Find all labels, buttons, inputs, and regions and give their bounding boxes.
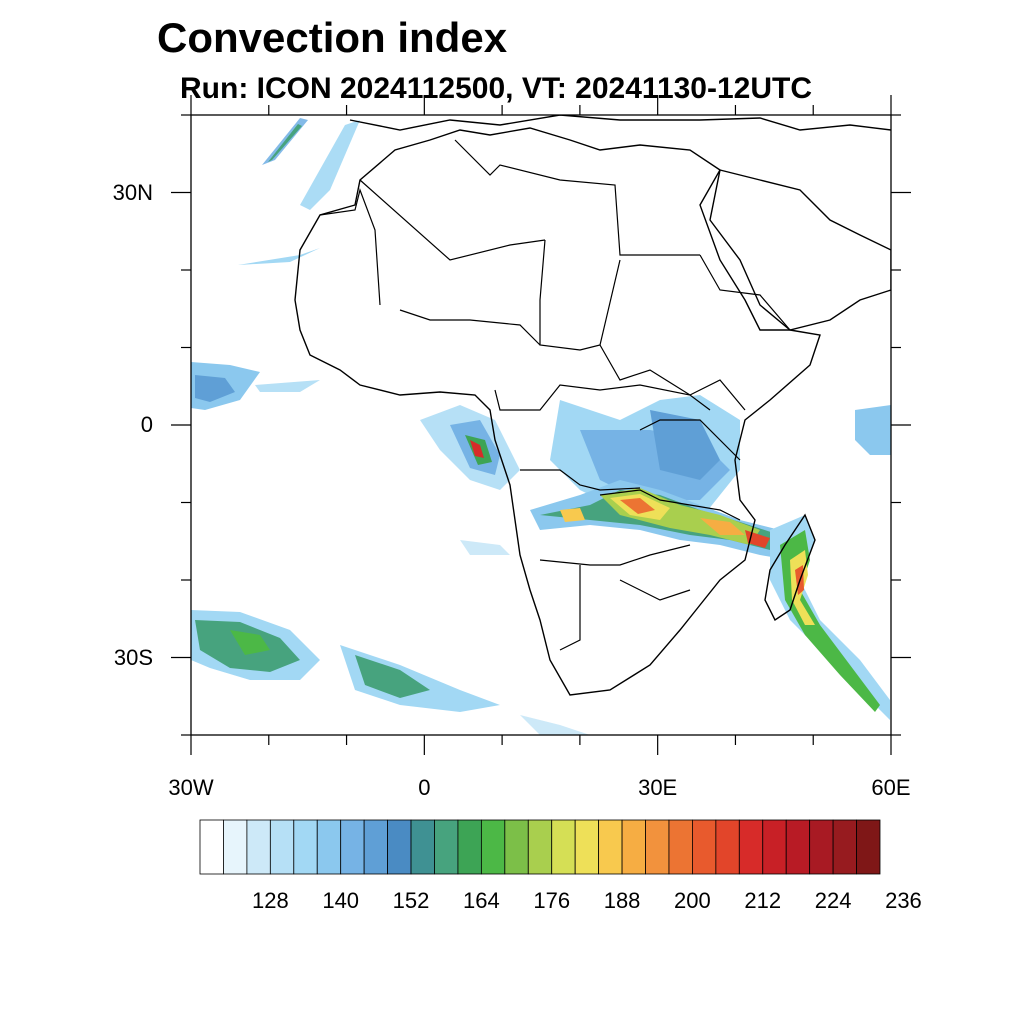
colorbar-swatch xyxy=(340,819,365,875)
colorbar-tick-label: 212 xyxy=(744,888,782,913)
colorbar-swatch xyxy=(621,819,646,875)
colorbar-swatch xyxy=(598,819,623,875)
colorbar-boxes xyxy=(199,819,881,875)
colorbar-tick-label: 176 xyxy=(533,888,571,913)
x-tick-label: 30E xyxy=(638,775,678,800)
colorbar-tick-label: 140 xyxy=(322,888,360,913)
colorbar-tick-label: 152 xyxy=(392,888,430,913)
colorbar-swatch xyxy=(223,819,248,875)
chart-subtitle: Run: ICON 2024112500, VT: 20241130-12UTC xyxy=(180,72,813,105)
y-tick-label: 30N xyxy=(112,179,153,205)
x-tick-label: 30W xyxy=(168,775,214,800)
colorbar-swatch xyxy=(246,819,271,875)
chart-title: Convection index xyxy=(157,14,508,61)
colorbar-tick-label: 224 xyxy=(814,888,852,913)
country-borders xyxy=(319,139,791,651)
africa-coastline xyxy=(294,127,821,696)
colorbar-swatch xyxy=(762,819,787,875)
colorbar-swatch xyxy=(574,819,600,875)
colorbar-swatch xyxy=(668,819,693,875)
madagascar-coastline xyxy=(764,513,816,622)
convection-field xyxy=(191,118,891,735)
colorbar-swatch xyxy=(316,819,342,875)
colorbar-swatch xyxy=(199,819,224,875)
colorbar-swatch xyxy=(480,819,506,875)
colorbar-swatch xyxy=(832,819,857,875)
colorbar-swatch xyxy=(856,819,881,875)
colorbar-tick-label: 128 xyxy=(251,888,289,913)
colorbar-tick-label: 236 xyxy=(885,888,922,913)
map-plot-area xyxy=(191,115,891,735)
x-tick-label: 0 xyxy=(418,775,431,800)
colorbar-swatch xyxy=(293,819,318,875)
colorbar-tick-label: 188 xyxy=(603,888,641,913)
colorbar-tick-label: 200 xyxy=(674,888,711,913)
colorbar-swatch xyxy=(551,819,576,875)
colorbar-swatch xyxy=(809,819,834,875)
x-tick-label: 60E xyxy=(871,775,911,800)
colorbar-swatch xyxy=(269,819,295,875)
colorbar-swatch xyxy=(527,819,553,875)
colorbar-swatch xyxy=(387,819,412,875)
y-tick-label: 0 xyxy=(140,412,153,437)
colorbar-swatch xyxy=(434,819,459,875)
y-tick-label: 30S xyxy=(113,644,153,670)
mediterranean-coast xyxy=(349,115,891,131)
colorbar-tick-label: 164 xyxy=(463,888,500,913)
axis-ticks xyxy=(171,95,911,755)
arabia-coastline xyxy=(709,169,891,331)
colorbar-swatch xyxy=(504,819,529,875)
colorbar-swatch xyxy=(363,819,388,875)
colorbar-swatch xyxy=(645,819,670,875)
coastlines xyxy=(294,115,891,696)
colorbar-swatch xyxy=(785,819,811,875)
colorbar-swatch xyxy=(692,819,717,875)
colorbar-swatch xyxy=(457,819,482,875)
colorbar-swatch xyxy=(410,819,435,875)
colorbar-swatch xyxy=(715,819,740,875)
colorbar-swatch xyxy=(738,819,764,875)
